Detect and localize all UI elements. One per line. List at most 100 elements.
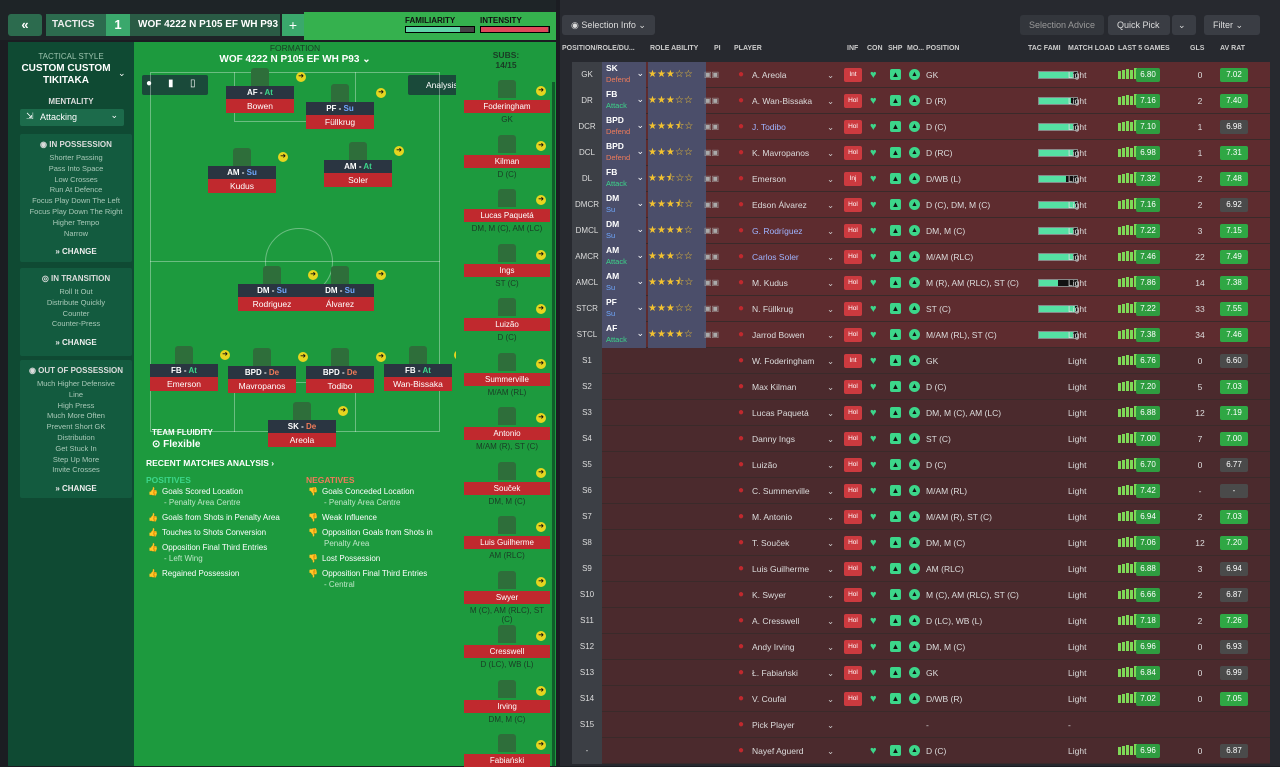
player-name[interactable]: T. Souček bbox=[752, 538, 790, 548]
table-row[interactable]: - ● Nayef Aguerd ⌄ ♥ ▲ ▲ D (C) Light 6.96 0 6.87 bbox=[572, 738, 1270, 764]
player-role[interactable]: AF - At bbox=[226, 86, 294, 99]
quick-pick-chevron-icon[interactable]: ⌄ bbox=[1172, 15, 1196, 35]
sub-shirt-icon[interactable] bbox=[498, 679, 516, 698]
sub-player[interactable]: Summerville M/AM (RL) bbox=[464, 372, 550, 397]
player-shirt-icon[interactable] bbox=[331, 348, 349, 366]
selection-advice-button[interactable]: Selection Advice bbox=[1020, 15, 1105, 35]
chevron-down-icon[interactable]: ⌄ bbox=[827, 70, 835, 80]
column-header[interactable]: INF bbox=[847, 45, 859, 52]
add-tactic-button[interactable]: + bbox=[282, 14, 304, 36]
bar-chart-icon[interactable]: ▮ bbox=[168, 78, 174, 89]
chevron-down-icon[interactable]: ⌄ bbox=[827, 96, 835, 106]
player-instructions-icon[interactable]: ▣▣ bbox=[704, 174, 720, 183]
player-instructions-icon[interactable]: ▣▣ bbox=[704, 148, 720, 157]
player-instructions-icon[interactable]: ▣▣ bbox=[704, 278, 720, 287]
player-name[interactable]: Emerson bbox=[752, 174, 787, 184]
pitch-player[interactable]: BPD - De Mavropanos bbox=[228, 366, 296, 393]
table-row[interactable]: S5 ● Luizão ⌄ Hol ♥ ▲ ▲ D (C) Light 6.70 0 6.77 bbox=[572, 452, 1270, 478]
sub-player[interactable]: Kilman D (C) bbox=[464, 154, 550, 179]
tactic-slot-number[interactable]: 1 bbox=[106, 14, 130, 36]
pitch-player[interactable]: AM - At Soler bbox=[324, 160, 392, 187]
chevron-down-icon[interactable]: ⌄ bbox=[827, 460, 835, 470]
table-row[interactable]: S9 ● Luis Guilherme ⌄ Hol ♥ ▲ ▲ AM (RLC) Light 6.8… bbox=[572, 556, 1270, 582]
pitch-player[interactable]: DM - Su Álvarez bbox=[306, 284, 374, 311]
chevron-down-icon[interactable]: ⌄ bbox=[827, 356, 835, 366]
player-role[interactable]: DM - Su bbox=[306, 284, 374, 297]
chevron-down-icon[interactable]: ⌄ bbox=[827, 486, 835, 496]
player-instructions-icon[interactable]: ▣▣ bbox=[704, 304, 720, 313]
column-header[interactable]: PI bbox=[714, 45, 721, 52]
player-instructions-icon[interactable]: ▣▣ bbox=[704, 200, 720, 209]
in-transition-change-button[interactable]: » CHANGE bbox=[55, 338, 97, 348]
table-row[interactable]: S8 ● T. Souček ⌄ Hol ♥ ▲ ▲ DM, M (C) Light 7.06 12 7… bbox=[572, 530, 1270, 556]
chevron-down-icon[interactable]: ⌄ bbox=[827, 382, 835, 392]
player-role[interactable]: AM - At bbox=[324, 160, 392, 173]
chevron-down-icon[interactable]: ⌄ bbox=[827, 564, 835, 574]
chevron-down-icon[interactable]: ⌄ bbox=[827, 538, 835, 548]
selection-info-dropdown[interactable]: ◉ Selection Info ⌄ bbox=[562, 15, 655, 35]
player-name[interactable]: C. Summerville bbox=[752, 486, 810, 496]
table-row[interactable]: S7 ● M. Antonio ⌄ Hol ♥ ▲ ▲ M/AM (R), ST (C) Ligh… bbox=[572, 504, 1270, 530]
sub-shirt-icon[interactable] bbox=[498, 407, 516, 425]
player-shirt-icon[interactable] bbox=[263, 266, 281, 284]
chevron-down-icon[interactable]: ⌄ bbox=[118, 68, 126, 78]
sub-player[interactable]: Lucas Paquetá DM, M (C), AM (LC) bbox=[464, 209, 550, 233]
sub-name[interactable]: Summerville bbox=[464, 372, 550, 386]
player-name[interactable]: J. Todibo bbox=[752, 122, 786, 132]
player-name[interactable]: N. Füllkrug bbox=[752, 304, 794, 314]
pitch-player[interactable]: FB - At Wan-Bissaka bbox=[384, 364, 452, 391]
player-name[interactable]: Luis Guilherme bbox=[752, 564, 810, 574]
sub-player[interactable]: Luizão D (C) bbox=[464, 318, 550, 342]
chevron-down-icon[interactable]: ⌄ bbox=[827, 252, 835, 262]
out-of-possession-change-button[interactable]: » CHANGE bbox=[55, 484, 97, 494]
table-row[interactable]: S15 ● Pick Player ⌄ - - bbox=[572, 712, 1270, 738]
table-row[interactable]: S2 ● Max Kilman ⌄ Hol ♥ ▲ ▲ D (C) Light 7.20 5 7.03 bbox=[572, 374, 1270, 400]
role-duty-select[interactable]: SK Defend ⌄ bbox=[602, 62, 646, 88]
player-role[interactable]: PF - Su bbox=[306, 102, 374, 115]
sub-name[interactable]: Antonio bbox=[464, 427, 550, 440]
chevron-down-icon[interactable]: ⌄ bbox=[827, 200, 835, 210]
sub-name[interactable]: Luizão bbox=[464, 318, 550, 331]
player-name[interactable]: Lucas Paquetá bbox=[752, 408, 809, 418]
player-name[interactable]: Kudus bbox=[208, 179, 276, 193]
table-row[interactable]: S14 ● V. Coufal ⌄ Hol ♥ ▲ ▲ D/WB (R) Light 7.02 0 7.… bbox=[572, 686, 1270, 712]
column-header[interactable]: ROLE ABILITY bbox=[650, 45, 699, 52]
role-duty-select[interactable]: DM Su ⌄ bbox=[602, 192, 646, 218]
sub-shirt-icon[interactable] bbox=[498, 516, 516, 534]
tactic-name[interactable]: WOF 4222 N P105 EF WH P93 bbox=[130, 14, 280, 36]
sub-shirt-icon[interactable] bbox=[498, 461, 516, 480]
player-name[interactable]: Mavropanos bbox=[228, 379, 296, 393]
player-shirt-icon[interactable] bbox=[251, 68, 269, 86]
chevron-down-icon[interactable]: ⌄ bbox=[827, 434, 835, 444]
table-row[interactable]: AMCL AM Su ⌄ ★★★⯪☆ ▣▣ ● M. Kudus ⌄ Hol ♥ ▲ ▲ M (R), A… bbox=[572, 270, 1270, 296]
pitch-player[interactable]: AM - Su Kudus bbox=[208, 166, 276, 193]
chevron-down-icon[interactable]: ⌄ bbox=[827, 720, 835, 730]
table-row[interactable]: STCL AF Attack ⌄ ★★★★☆ ▣▣ ● Jarrod Bowen ⌄ Hol ♥ ▲ ▲… bbox=[572, 322, 1270, 348]
table-row[interactable]: DCL BPD Defend ⌄ ★★★☆☆ ▣▣ ● K. Mavropanos ⌄ Hol ♥ ▲… bbox=[572, 140, 1270, 166]
sub-shirt-icon[interactable] bbox=[498, 570, 516, 589]
chevron-down-icon[interactable]: ⌄ bbox=[827, 174, 835, 184]
player-name[interactable]: Rodriguez bbox=[238, 297, 306, 311]
subs-scrollbar[interactable] bbox=[552, 82, 555, 766]
player-name[interactable]: Emerson bbox=[150, 377, 218, 391]
chevron-down-icon[interactable]: ⌄ bbox=[827, 226, 835, 236]
role-duty-select[interactable]: AM Attack ⌄ bbox=[602, 244, 646, 270]
chevron-down-icon[interactable]: ⌄ bbox=[827, 668, 835, 678]
player-role[interactable]: AM - Su bbox=[208, 166, 276, 179]
player-name[interactable]: M. Kudus bbox=[752, 278, 788, 288]
chevron-down-icon[interactable]: ⌄ bbox=[827, 616, 835, 626]
chevron-down-icon[interactable]: ⌄ bbox=[827, 330, 835, 340]
chevron-down-icon[interactable]: ⌄ bbox=[827, 590, 835, 600]
sub-name[interactable]: Fabiański bbox=[464, 754, 550, 767]
player-name[interactable]: V. Coufal bbox=[752, 694, 787, 704]
table-row[interactable]: AMCR AM Attack ⌄ ★★★☆☆ ▣▣ ● Carlos Soler ⌄ Hol ♥ ▲ ▲… bbox=[572, 244, 1270, 270]
player-name[interactable]: Jarrod Bowen bbox=[752, 330, 805, 340]
table-row[interactable]: S6 ● C. Summerville ⌄ Hol ♥ ▲ ▲ M/AM (RL) Light 7.… bbox=[572, 478, 1270, 504]
sub-player[interactable]: Cresswell D (LC), WB (L) bbox=[464, 645, 550, 669]
chevron-down-icon[interactable]: ⌄ bbox=[827, 122, 835, 132]
player-name[interactable]: A. Wan-Bissaka bbox=[752, 96, 813, 106]
sub-name[interactable]: Kilman bbox=[464, 154, 550, 168]
player-shirt-icon[interactable] bbox=[349, 142, 367, 160]
sub-player[interactable]: Swyer M (C), AM (RLC), ST (C) bbox=[464, 590, 550, 624]
chevron-down-icon[interactable]: ⌄ bbox=[827, 512, 835, 522]
